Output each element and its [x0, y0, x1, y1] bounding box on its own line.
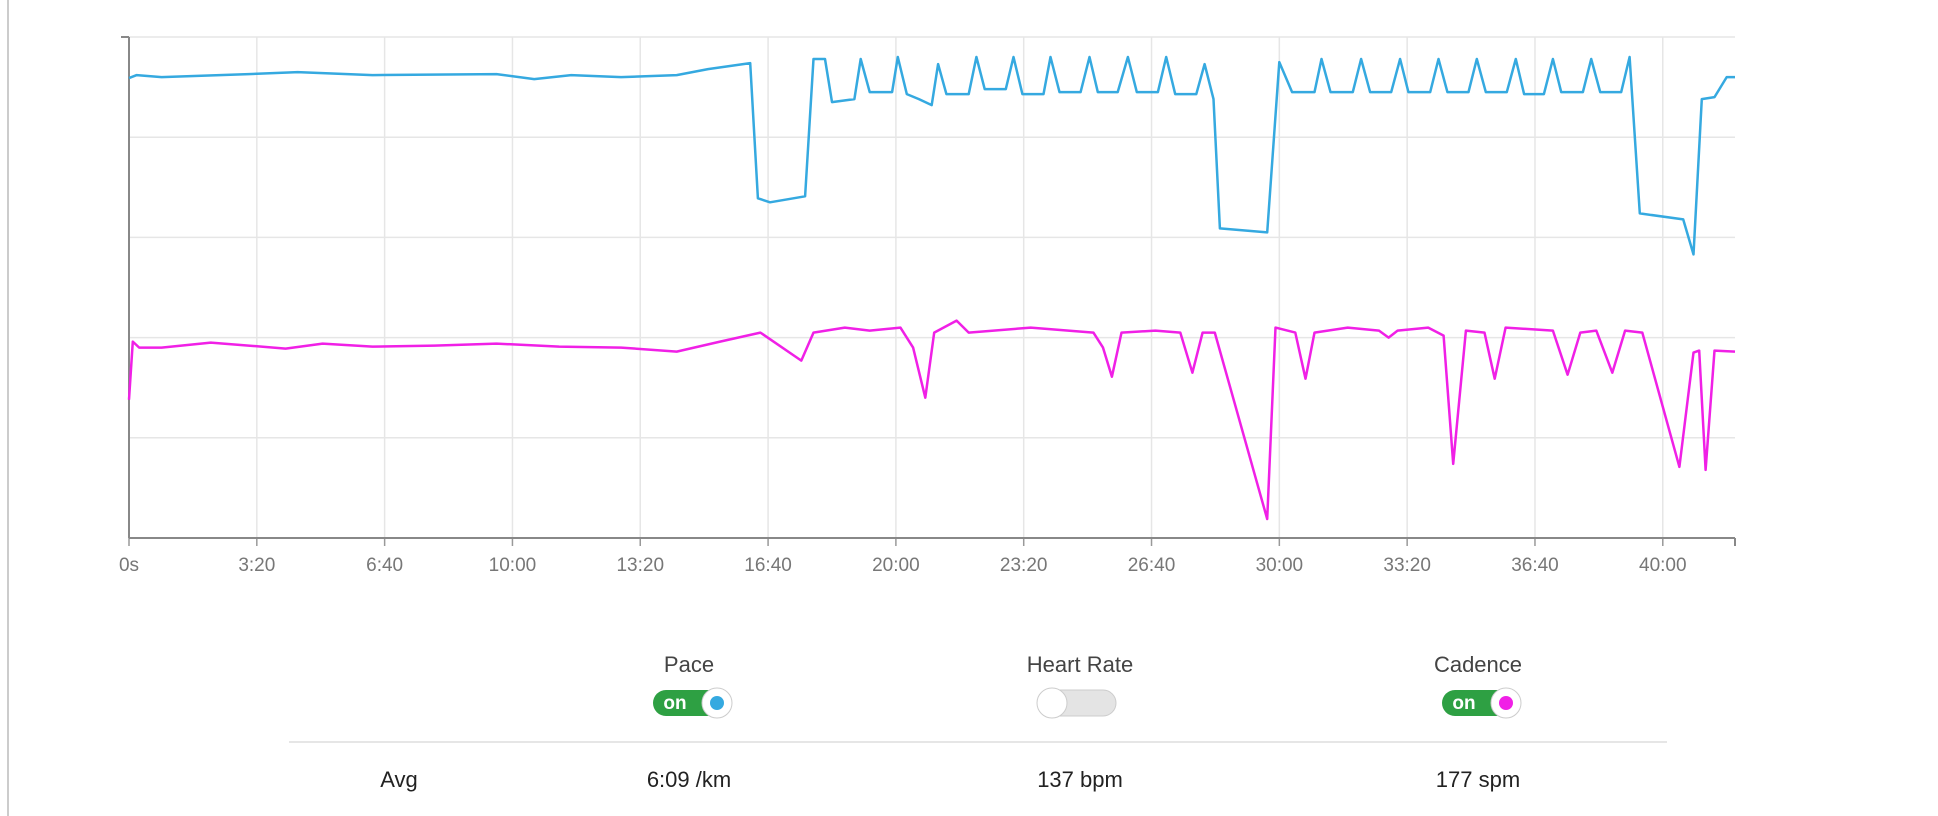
toggle-state: on [1452, 693, 1475, 714]
x-tick-label: 30:00 [1256, 555, 1304, 576]
toggle-dot [710, 696, 724, 710]
x-tick-label: 3:20 [238, 555, 275, 576]
x-tick-label: 33:20 [1383, 555, 1431, 576]
x-tick-label: 0s [119, 555, 139, 576]
x-tick-label: 6:40 [366, 555, 403, 576]
control-label: Heart Rate [1027, 652, 1133, 677]
stat-value: 137 bpm [1037, 767, 1123, 792]
control-label: Pace [664, 652, 714, 677]
series-line [128, 55, 1735, 256]
x-tick-label: 40:00 [1639, 555, 1687, 576]
x-tick-label: 36:40 [1511, 555, 1559, 576]
stat-value: 177 spm [1436, 767, 1520, 792]
x-tick-label: 20:00 [872, 555, 920, 576]
x-tick-label: 23:20 [1000, 555, 1048, 576]
stat-label: Avg [380, 767, 418, 792]
series-line [127, 319, 1736, 521]
x-tick-label: 13:20 [616, 555, 664, 576]
x-tick-label: 26:40 [1128, 555, 1176, 576]
control-label: Cadence [1434, 652, 1522, 677]
stat-value: 6:09 /km [647, 767, 731, 792]
x-tick-label: 16:40 [744, 555, 792, 576]
toggle-dot [1499, 696, 1513, 710]
x-tick-label: 10:00 [489, 555, 537, 576]
toggle-knob[interactable] [1036, 687, 1068, 719]
toggle-state: on [663, 693, 686, 714]
